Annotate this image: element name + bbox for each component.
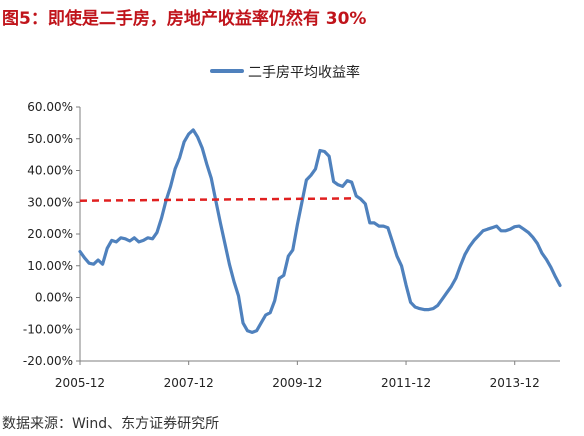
x-axis: 2005-12 2007-12 2009-12 2011-12 2013-12 <box>55 360 560 390</box>
x-tick-label: 2005-12 <box>55 376 105 390</box>
source-note: 数据来源：Wind、东方证券研究所 <box>2 416 220 432</box>
reference-line-30pct <box>79 197 352 202</box>
x-tick-label: 2007-12 <box>164 376 214 390</box>
y-tick-label: -10.00% <box>23 322 73 336</box>
series-line-average-return <box>78 128 562 334</box>
y-axis: -20.00% -10.00% 0.00% 10.00% 20.00% 30.00% 40.… <box>23 100 81 368</box>
y-tick-label: 60.00% <box>27 100 73 114</box>
y-tick-label: -20.00% <box>23 354 73 368</box>
y-tick-label: 10.00% <box>27 259 73 273</box>
y-tick-label: 20.00% <box>27 227 73 241</box>
y-tick-label: 30.00% <box>27 195 73 209</box>
x-tick-label: 2013-12 <box>490 376 540 390</box>
chart-title: 图5：即使是二手房，房地产收益率仍然有 30% <box>2 9 367 29</box>
y-tick-label: 50.00% <box>27 132 73 146</box>
x-tick-label: 2009-12 <box>272 376 322 390</box>
plot-area <box>78 128 562 334</box>
y-tick-label: 0.00% <box>35 291 73 305</box>
legend: 二手房平均收益率 <box>210 64 360 81</box>
x-tick-label: 2011-12 <box>381 376 431 390</box>
y-tick-label: 40.00% <box>27 164 73 178</box>
legend-label: 二手房平均收益率 <box>248 64 360 81</box>
